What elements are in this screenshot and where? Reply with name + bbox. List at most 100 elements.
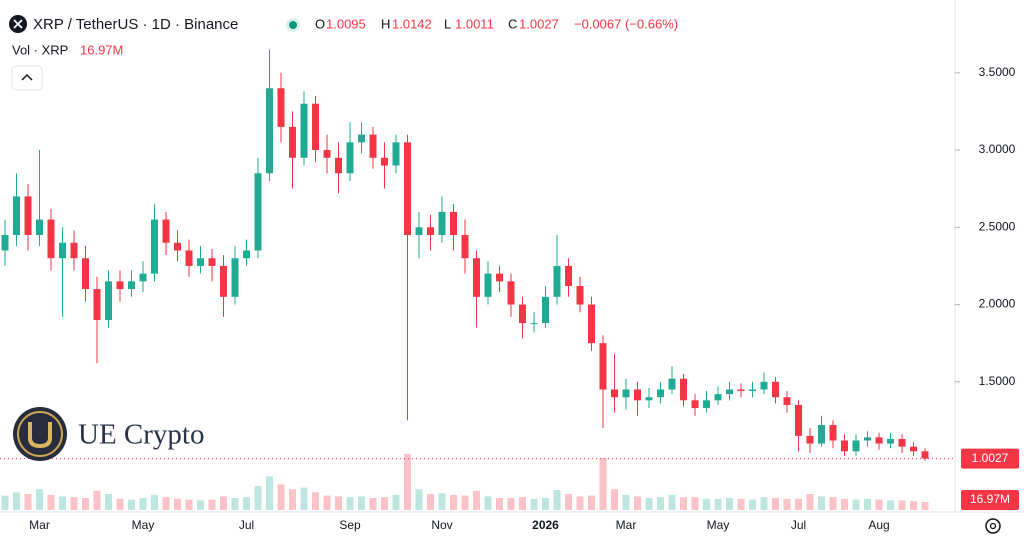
ohlc-label: O	[315, 16, 325, 31]
x-tick-label: 2026	[532, 518, 559, 532]
volume-bar	[691, 497, 699, 510]
volume-bar	[737, 498, 745, 510]
last-volume-label: 16.97M	[970, 492, 1010, 506]
volume-bar	[24, 494, 32, 510]
candle-body	[519, 304, 526, 324]
collapse-button[interactable]	[11, 65, 43, 91]
candle-body	[277, 88, 285, 127]
candle-body	[312, 103, 319, 151]
candle-body	[875, 437, 883, 444]
volume-bar	[438, 493, 446, 510]
candle-body	[47, 219, 55, 259]
candle-body	[588, 304, 595, 344]
collapse-icon	[21, 73, 33, 81]
candle-body	[335, 157, 342, 174]
x-tick-label: Jul	[791, 518, 806, 532]
volume-bar	[611, 489, 618, 510]
volume-bar	[818, 496, 825, 510]
candle-body	[24, 196, 32, 236]
volume-bar	[829, 497, 837, 510]
candle-body	[70, 242, 78, 259]
volume-bar	[105, 494, 112, 510]
volume-title: Vol · XRP	[12, 42, 68, 57]
ohlc-value: 1.0142	[392, 16, 432, 31]
symbol-title: XRP / TetherUS · 1D · Binance	[33, 16, 238, 33]
volume-bar	[93, 490, 101, 510]
volume-bar	[576, 496, 584, 510]
volume-bar	[461, 495, 469, 510]
last-price-box	[961, 448, 1019, 469]
candle-body	[611, 389, 618, 398]
volume-bar	[565, 494, 572, 510]
x-tick-label: Sep	[339, 518, 361, 532]
volume-bar	[484, 496, 492, 510]
volume-value: 16.97M	[80, 42, 123, 57]
volume-bar	[59, 496, 66, 510]
candle-body	[703, 400, 710, 409]
candle-body	[852, 440, 860, 452]
candle-body	[162, 219, 170, 243]
volume-bar	[530, 498, 538, 510]
volume-bar	[243, 497, 250, 510]
volume-bar	[312, 492, 319, 510]
candle-body	[243, 250, 250, 259]
ohlc-value: 1.0011	[455, 16, 494, 31]
volume-bar	[726, 498, 733, 510]
candle-body	[346, 142, 354, 174]
volume-bar	[450, 494, 457, 510]
volume-bar	[174, 498, 181, 510]
candle-body	[691, 400, 699, 409]
candle-body	[783, 397, 791, 405]
volume-bar	[36, 489, 43, 510]
volume-bar	[128, 499, 135, 510]
logo-mark	[28, 422, 52, 449]
volume-bar	[220, 496, 227, 510]
x-tick-label: Aug	[868, 518, 889, 532]
volume-bar	[760, 497, 768, 510]
status-dot	[289, 21, 297, 29]
volume-bar	[254, 486, 262, 510]
candle-body	[622, 389, 630, 398]
candle-body	[530, 323, 538, 325]
candle-body	[634, 389, 641, 401]
volume-bar	[599, 458, 607, 510]
volume-bar	[703, 498, 710, 510]
volume-bar	[473, 490, 480, 510]
volume-bar	[921, 502, 929, 510]
volume-bar	[772, 498, 779, 510]
candle-body	[1, 235, 9, 251]
symbol-icon-mark	[13, 19, 23, 29]
change: −0.0067 (−0.66%)	[574, 16, 678, 31]
ohlc-label: L	[444, 16, 451, 31]
candle-body	[772, 381, 779, 398]
candle-body	[507, 281, 515, 305]
x-tick-label: May	[707, 518, 730, 532]
candle-body	[220, 265, 227, 297]
volume-bar	[289, 489, 296, 510]
candle-body	[726, 389, 733, 395]
candle-body	[139, 273, 147, 282]
candle-body	[13, 196, 20, 236]
volume-bar	[657, 497, 664, 510]
volume-bar	[852, 499, 860, 510]
volume-bar	[266, 476, 273, 510]
candle-body	[427, 227, 434, 236]
candle-body	[887, 438, 894, 444]
volume-bar	[795, 498, 802, 510]
x-tick-label: Mar	[29, 518, 50, 532]
candle-body	[668, 378, 676, 390]
candle-body	[565, 265, 572, 286]
candle-body	[461, 235, 469, 259]
watermark: UE Crypto	[13, 407, 204, 461]
volume-bar	[335, 496, 342, 510]
candle-body	[438, 211, 446, 236]
volume-bar	[496, 498, 503, 510]
volume-bar	[622, 494, 630, 510]
volume-bar	[898, 500, 906, 510]
volume-bar	[415, 489, 423, 510]
candle-body	[898, 438, 906, 447]
volume-bar	[749, 499, 756, 510]
volume-bar	[82, 498, 89, 510]
settings-button[interactable]	[985, 518, 1001, 534]
ohlc-label: C	[508, 16, 517, 31]
